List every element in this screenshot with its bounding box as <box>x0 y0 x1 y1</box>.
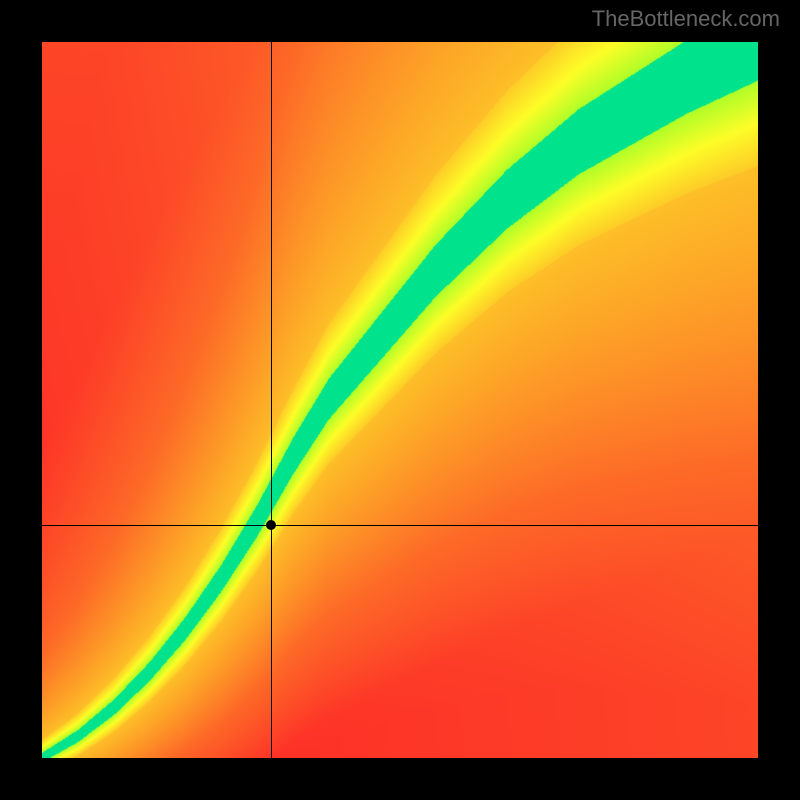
crosshair-vertical <box>271 42 272 758</box>
crosshair-horizontal <box>42 525 758 526</box>
selected-point <box>266 520 276 530</box>
heatmap-canvas <box>42 42 758 758</box>
outer-frame: TheBottleneck.com <box>0 0 800 800</box>
heatmap-chart <box>42 42 758 758</box>
watermark-text: TheBottleneck.com <box>592 6 780 32</box>
